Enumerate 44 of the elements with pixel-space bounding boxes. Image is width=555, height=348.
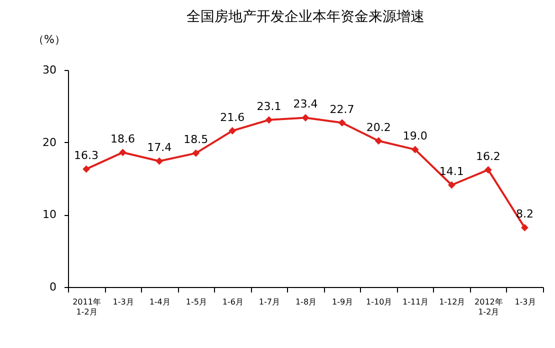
- x-tick-label: 2011年 1-2月: [72, 298, 101, 316]
- x-tick-label: 1-6月: [222, 298, 244, 306]
- point: [265, 116, 273, 124]
- x-tick-label: 1-11月: [402, 298, 429, 306]
- text: 8.2: [516, 208, 534, 221]
- point: [338, 119, 346, 127]
- point: [82, 165, 90, 173]
- text: 16.3: [74, 149, 99, 162]
- point: [228, 127, 236, 134]
- text: 23.1: [256, 100, 282, 113]
- text: 14.1: [439, 165, 464, 178]
- x-tick-label: 1-8月: [295, 298, 317, 306]
- point: [156, 157, 164, 165]
- text: 19.0: [402, 130, 428, 143]
- y-tick-label: 30: [42, 64, 56, 76]
- text: 22.7: [330, 102, 354, 116]
- text: 18.5: [184, 133, 208, 146]
- x-tick-label: 1-7月: [258, 298, 280, 306]
- text: 16.2: [476, 150, 500, 163]
- x-tick-label: 1-5月: [186, 298, 207, 306]
- text: 21.6: [220, 110, 245, 124]
- point: [521, 224, 528, 232]
- text: 17.4: [147, 141, 172, 154]
- y-tick-label: 10: [42, 208, 56, 222]
- point: [192, 149, 200, 157]
- y-tick-label: 0: [50, 280, 56, 294]
- point: [374, 137, 382, 145]
- y-axis-title: （%）: [33, 33, 66, 46]
- text: 23.4: [293, 98, 318, 111]
- text: 20.2: [366, 120, 391, 134]
- x-tick-label: 1-12月: [439, 298, 466, 306]
- x-tick-label: 1-3月: [514, 298, 536, 306]
- text: 18.6: [110, 132, 136, 146]
- x-tick-label: 1-9月: [332, 298, 354, 306]
- x-tick-label: 2012年 1-2月: [474, 298, 503, 316]
- chart-title: 全国房地产开发企业本年资金来源增速: [186, 9, 424, 25]
- point: [484, 166, 492, 174]
- x-tick-label: 1-10月: [366, 298, 392, 306]
- point: [119, 148, 127, 156]
- x-tick-label: 1-3月: [112, 298, 134, 306]
- point: [411, 146, 419, 154]
- y-tick-label: 20: [42, 136, 56, 149]
- x-tick-label: 1-4月: [149, 298, 170, 306]
- point: [448, 181, 456, 189]
